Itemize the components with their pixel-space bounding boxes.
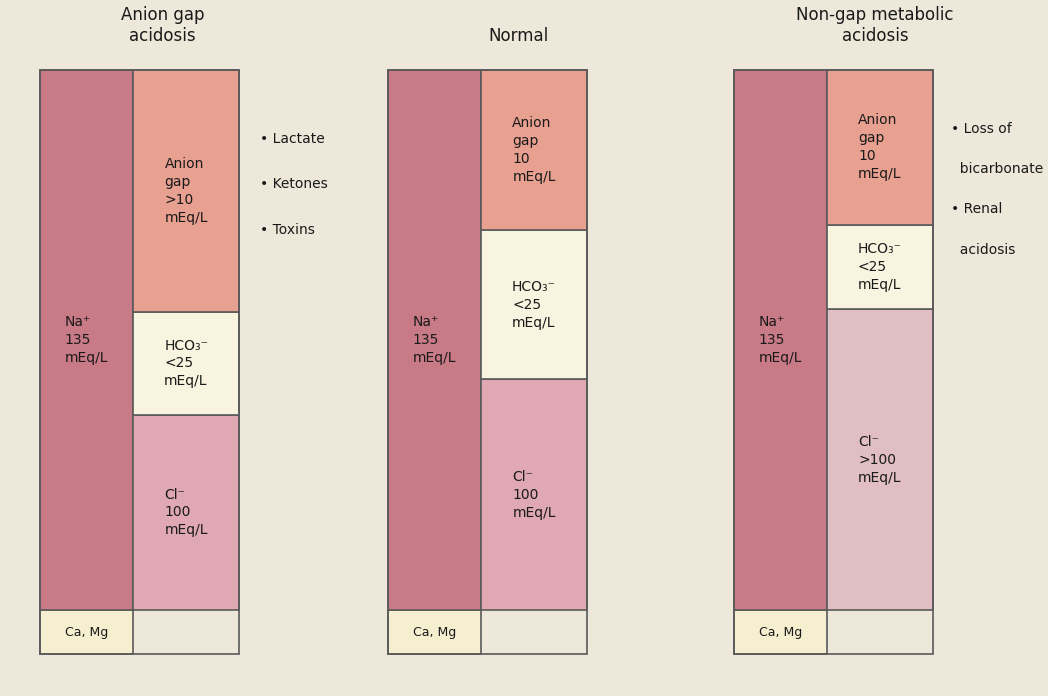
Bar xyxy=(734,610,827,654)
Text: Anion
gap
10
mEq/L: Anion gap 10 mEq/L xyxy=(858,113,901,181)
Text: • Toxins: • Toxins xyxy=(260,223,314,237)
Text: Cl⁻
100
mEq/L: Cl⁻ 100 mEq/L xyxy=(165,488,208,537)
Bar xyxy=(481,379,587,610)
Text: HCO₃⁻
<25
mEq/L: HCO₃⁻ <25 mEq/L xyxy=(165,338,209,388)
Text: • Lactate: • Lactate xyxy=(260,132,325,146)
Bar xyxy=(827,225,933,309)
Text: Cl⁻
100
mEq/L: Cl⁻ 100 mEq/L xyxy=(512,470,555,520)
Text: acidosis: acidosis xyxy=(951,243,1014,257)
Bar xyxy=(734,70,933,654)
Bar xyxy=(481,230,587,379)
Text: • Ketones: • Ketones xyxy=(260,177,328,191)
Bar xyxy=(133,70,239,313)
Text: HCO₃⁻
<25
mEq/L: HCO₃⁻ <25 mEq/L xyxy=(858,242,902,292)
Bar xyxy=(481,70,587,230)
Text: • Renal: • Renal xyxy=(951,203,1002,216)
Bar xyxy=(388,70,481,610)
Bar xyxy=(734,70,827,610)
Bar xyxy=(827,70,933,225)
Text: Ca, Mg: Ca, Mg xyxy=(413,626,456,639)
Text: bicarbonate: bicarbonate xyxy=(951,162,1043,176)
Text: Na⁺
135
mEq/L: Na⁺ 135 mEq/L xyxy=(65,315,108,365)
Bar xyxy=(827,309,933,610)
Bar xyxy=(40,610,133,654)
Bar xyxy=(40,70,239,654)
Bar xyxy=(40,70,133,610)
Text: Normal: Normal xyxy=(488,27,549,45)
Text: Cl⁻
>100
mEq/L: Cl⁻ >100 mEq/L xyxy=(858,435,901,484)
Text: Anion gap
acidosis: Anion gap acidosis xyxy=(121,6,204,45)
Bar xyxy=(133,415,239,610)
Text: Na⁺
135
mEq/L: Na⁺ 135 mEq/L xyxy=(413,315,456,365)
Text: • Loss of: • Loss of xyxy=(951,122,1011,136)
Text: Na⁺
135
mEq/L: Na⁺ 135 mEq/L xyxy=(759,315,802,365)
Text: Anion
gap
>10
mEq/L: Anion gap >10 mEq/L xyxy=(165,157,208,225)
Bar xyxy=(388,610,481,654)
Bar xyxy=(388,70,587,654)
Text: Anion
gap
10
mEq/L: Anion gap 10 mEq/L xyxy=(512,116,555,184)
Text: Non-gap metabolic
acidosis: Non-gap metabolic acidosis xyxy=(796,6,954,45)
Text: HCO₃⁻
<25
mEq/L: HCO₃⁻ <25 mEq/L xyxy=(512,280,556,330)
Text: Ca, Mg: Ca, Mg xyxy=(759,626,802,639)
Text: Ca, Mg: Ca, Mg xyxy=(65,626,108,639)
Bar xyxy=(133,313,239,415)
